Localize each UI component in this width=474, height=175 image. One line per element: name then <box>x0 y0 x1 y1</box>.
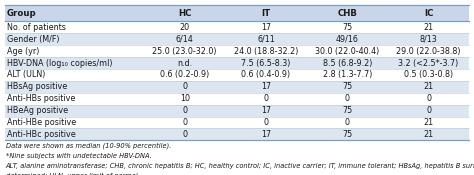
Text: HC: HC <box>178 9 191 18</box>
Text: 8/13: 8/13 <box>420 35 438 44</box>
Text: 2.8 (1.3-7.7): 2.8 (1.3-7.7) <box>323 70 372 79</box>
Text: 0.6 (0.2-0.9): 0.6 (0.2-0.9) <box>160 70 210 79</box>
Text: 0: 0 <box>264 118 269 127</box>
Bar <box>5 21 469 33</box>
Text: 29.0 (22.0-38.8): 29.0 (22.0-38.8) <box>396 47 461 56</box>
Bar <box>5 69 469 81</box>
Text: Gender (M/F): Gender (M/F) <box>7 35 59 44</box>
Text: No. of patients: No. of patients <box>7 23 65 32</box>
Text: *Nine subjects with undetectable HBV-DNA.: *Nine subjects with undetectable HBV-DNA… <box>6 153 151 159</box>
Text: Anti-HBe positive: Anti-HBe positive <box>7 118 76 127</box>
Bar <box>5 81 469 93</box>
Bar <box>5 93 469 105</box>
Text: 0: 0 <box>426 94 431 103</box>
Text: 75: 75 <box>342 82 353 91</box>
Text: 24.0 (18.8-32.2): 24.0 (18.8-32.2) <box>234 47 298 56</box>
Text: Anti-HBs positive: Anti-HBs positive <box>7 94 75 103</box>
Text: 6/11: 6/11 <box>257 35 275 44</box>
Text: 7.5 (6.5-8.3): 7.5 (6.5-8.3) <box>241 58 291 68</box>
Text: 21: 21 <box>424 82 434 91</box>
Text: 25.0 (23.0-32.0): 25.0 (23.0-32.0) <box>153 47 217 56</box>
Text: HBsAg positive: HBsAg positive <box>7 82 67 91</box>
Bar <box>5 57 469 69</box>
Text: 0.6 (0.4-0.9): 0.6 (0.4-0.9) <box>241 70 291 79</box>
Text: 21: 21 <box>424 118 434 127</box>
Text: 0: 0 <box>264 94 269 103</box>
Text: 0: 0 <box>182 130 187 139</box>
Text: CHB: CHB <box>337 9 357 18</box>
Text: 17: 17 <box>261 106 271 115</box>
Text: 0: 0 <box>182 118 187 127</box>
Text: 10: 10 <box>180 94 190 103</box>
Text: 30.0 (22.0-40.4): 30.0 (22.0-40.4) <box>315 47 380 56</box>
Text: IT: IT <box>262 9 271 18</box>
Bar <box>5 128 469 140</box>
Text: HBV-DNA (log₁₀ copies/ml): HBV-DNA (log₁₀ copies/ml) <box>7 58 112 68</box>
Text: ALT, alanine aminotransferase; CHB, chronic hepatitis B; HC, healthy control; IC: ALT, alanine aminotransferase; CHB, chro… <box>6 163 474 169</box>
Text: determined; ULN, upper limit of normal.: determined; ULN, upper limit of normal. <box>6 173 139 175</box>
Text: Anti-HBc positive: Anti-HBc positive <box>7 130 75 139</box>
Text: 21: 21 <box>424 23 434 32</box>
Text: 0: 0 <box>182 106 187 115</box>
Text: 0: 0 <box>182 82 187 91</box>
Text: 17: 17 <box>261 82 271 91</box>
Text: HBeAg positive: HBeAg positive <box>7 106 68 115</box>
Text: 17: 17 <box>261 23 271 32</box>
Text: 20: 20 <box>180 23 190 32</box>
Text: n.d.: n.d. <box>177 58 192 68</box>
Bar <box>5 33 469 45</box>
Bar <box>5 105 469 117</box>
Bar <box>5 45 469 57</box>
Text: Data were shown as median (10-90% percentile).: Data were shown as median (10-90% percen… <box>6 142 171 149</box>
Text: 8.5 (6.8-9.2): 8.5 (6.8-9.2) <box>323 58 372 68</box>
Text: 0.5 (0.3-0.8): 0.5 (0.3-0.8) <box>404 70 453 79</box>
Text: 75: 75 <box>342 23 353 32</box>
Text: IC: IC <box>424 9 433 18</box>
Text: 6/14: 6/14 <box>176 35 193 44</box>
Text: 0: 0 <box>345 94 350 103</box>
Text: 3.2 (<2.5*-3.7): 3.2 (<2.5*-3.7) <box>399 58 459 68</box>
Text: 75: 75 <box>342 130 353 139</box>
Text: 0: 0 <box>426 106 431 115</box>
Text: 17: 17 <box>261 130 271 139</box>
Text: 21: 21 <box>424 130 434 139</box>
Text: Group: Group <box>7 9 36 18</box>
Text: 49/16: 49/16 <box>336 35 359 44</box>
Text: 0: 0 <box>345 118 350 127</box>
Text: 75: 75 <box>342 106 353 115</box>
Text: ALT (ULN): ALT (ULN) <box>7 70 45 79</box>
Bar <box>5 5 469 21</box>
Bar <box>5 117 469 128</box>
Text: Age (yr): Age (yr) <box>7 47 39 56</box>
